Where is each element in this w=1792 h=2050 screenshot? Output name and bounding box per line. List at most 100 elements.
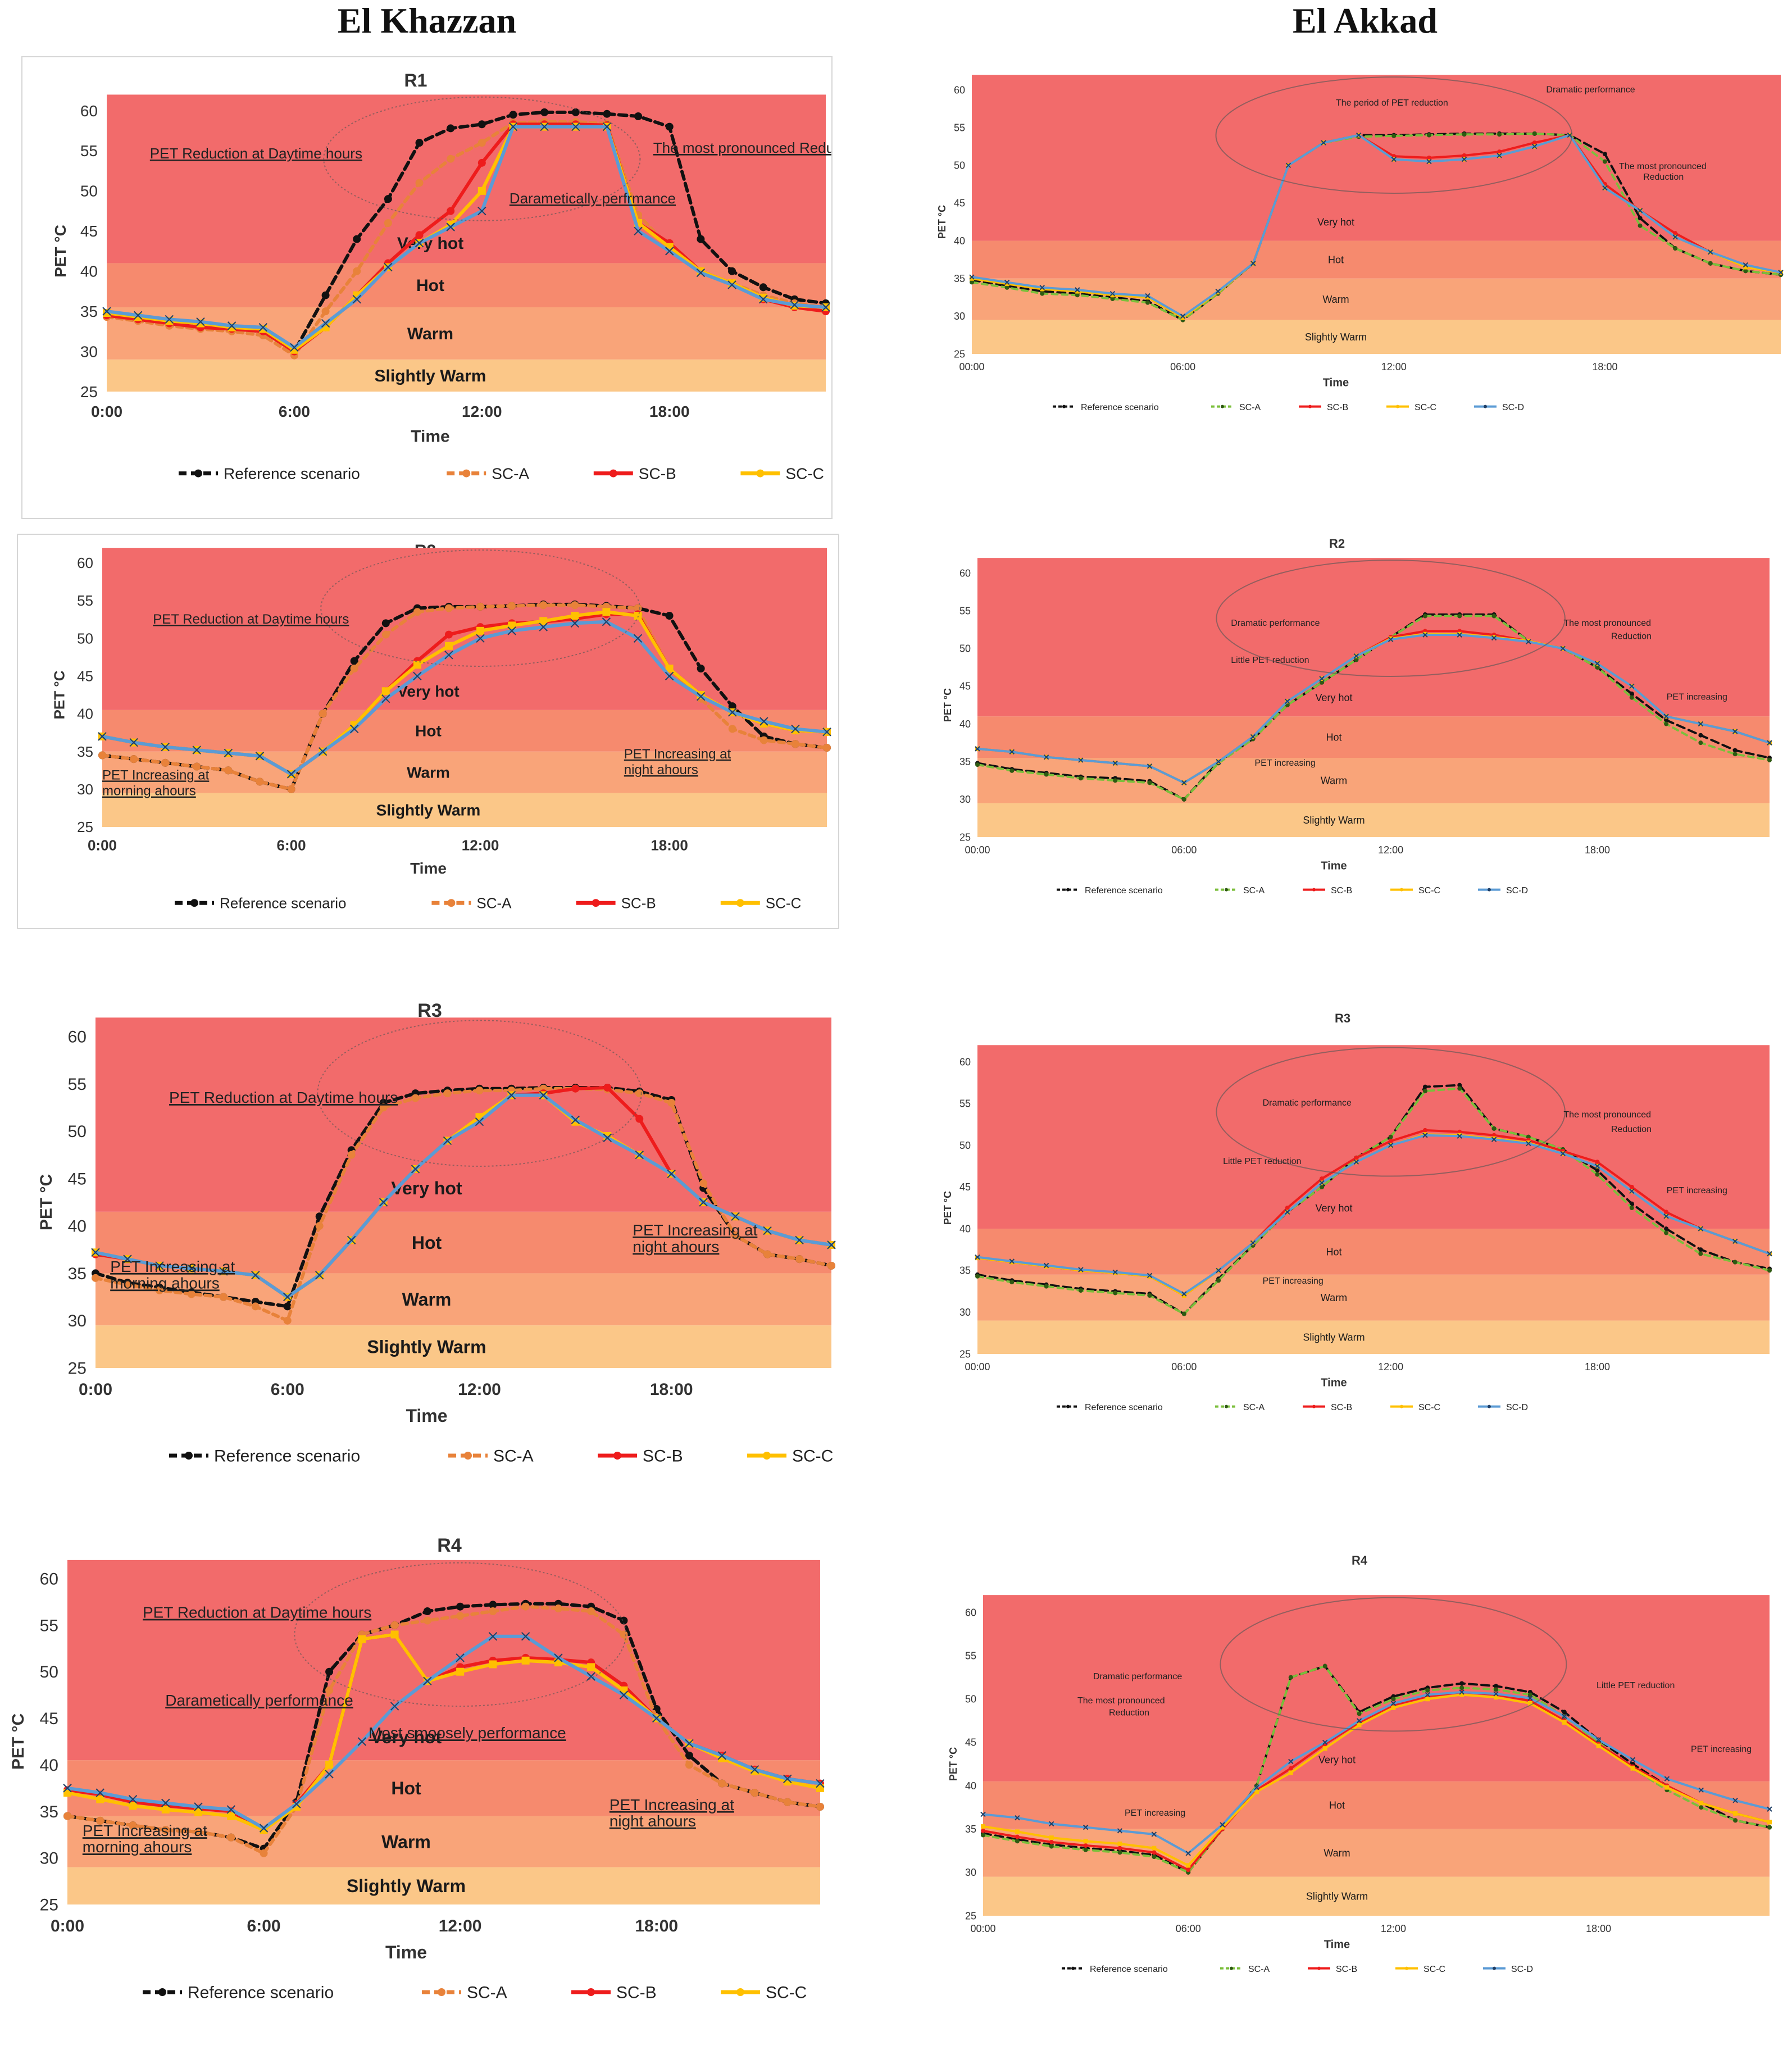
data-point xyxy=(667,1099,676,1107)
data-point xyxy=(728,267,736,275)
legend-label: Reference scenario xyxy=(214,1447,360,1466)
chart-title: R1 xyxy=(404,70,427,90)
y-tick-label: 40 xyxy=(959,1223,971,1234)
zone-very-hot xyxy=(102,548,827,710)
x-tick-label: 0:00 xyxy=(88,837,117,854)
y-tick-label: 60 xyxy=(965,1607,976,1618)
y-tick-label: 30 xyxy=(68,1312,87,1330)
data-point xyxy=(1113,778,1118,783)
x-axis-label: Time xyxy=(385,1942,427,1962)
series-line-sc-d xyxy=(976,1134,1771,1296)
data-point xyxy=(1110,296,1115,301)
x-tick-label: 12:00 xyxy=(1381,361,1407,372)
annotation-label: The most pronounced Reduction xyxy=(653,139,831,156)
data-point xyxy=(731,1212,740,1221)
series-line-sc-d xyxy=(976,634,1771,784)
data-point xyxy=(92,1274,99,1282)
data-point xyxy=(521,1656,530,1665)
data-point xyxy=(759,736,768,744)
data-point xyxy=(1698,721,1704,727)
x-tick-label: 18:00 xyxy=(1585,1361,1610,1372)
data-point xyxy=(795,1255,804,1263)
y-tick-label: 25 xyxy=(965,1910,976,1921)
legend-label: SC-A xyxy=(492,465,529,482)
annotation-label: night ahours xyxy=(624,762,698,778)
zone-label-hot: Hot xyxy=(391,1778,421,1798)
y-tick-label: 45 xyxy=(77,668,93,685)
zone-very-hot xyxy=(107,94,826,263)
x-axis-label: Time xyxy=(1323,377,1349,389)
series-line-sc-a xyxy=(971,132,1782,321)
data-point xyxy=(816,1784,824,1792)
data-point xyxy=(1778,270,1784,275)
y-tick-label: 55 xyxy=(965,1650,976,1661)
data-point xyxy=(1733,1818,1738,1823)
data-point xyxy=(1629,1201,1634,1206)
data-point xyxy=(1078,1267,1084,1272)
data-point xyxy=(1320,1184,1325,1189)
data-point xyxy=(187,1264,196,1273)
legend-label: SC-B xyxy=(621,894,656,911)
data-point xyxy=(161,758,170,767)
y-tick-label: 55 xyxy=(959,605,971,616)
legend-marker xyxy=(592,899,600,907)
legend-marker xyxy=(1066,888,1070,892)
annotation-label: Little PET reduction xyxy=(1223,1157,1301,1166)
data-point xyxy=(1319,1180,1325,1186)
data-point xyxy=(353,235,361,243)
data-point xyxy=(731,1231,740,1239)
zone-hot xyxy=(107,263,826,307)
data-point xyxy=(446,222,455,231)
data-point xyxy=(1672,234,1678,240)
data-point xyxy=(1595,1737,1602,1743)
legend-label: SC-D xyxy=(1506,886,1528,896)
zone-very-hot xyxy=(977,1045,1770,1229)
legend-marker xyxy=(1230,1966,1233,1970)
data-point xyxy=(1698,733,1703,738)
data-point xyxy=(415,239,424,248)
data-point xyxy=(91,1248,100,1257)
legend-label: SC-B xyxy=(1331,1403,1352,1412)
data-point xyxy=(1491,613,1497,619)
data-point xyxy=(727,280,736,289)
data-point xyxy=(571,122,580,131)
data-point xyxy=(1497,153,1502,158)
data-point xyxy=(1767,1825,1772,1830)
data-point xyxy=(1288,1675,1293,1680)
data-point xyxy=(603,1084,612,1092)
chart-title: R4 xyxy=(437,1535,462,1556)
x-tick-label: 6:00 xyxy=(271,1380,304,1399)
y-tick-label: 45 xyxy=(68,1170,87,1188)
data-point xyxy=(1049,1835,1054,1840)
data-point xyxy=(1250,261,1256,266)
data-point xyxy=(1083,1843,1088,1848)
data-point xyxy=(1596,1743,1601,1748)
x-tick-label: 12:00 xyxy=(462,403,502,420)
zone-label-warm: Warm xyxy=(407,763,450,781)
data-point xyxy=(1562,1713,1567,1719)
legend-marker xyxy=(736,899,744,907)
x-tick-label: 00:00 xyxy=(959,361,984,372)
y-axis-label: PET °C xyxy=(51,670,67,719)
annotation-label: PET Reduction at Daytime hours xyxy=(153,612,349,627)
data-point xyxy=(477,158,486,167)
y-tick-label: 45 xyxy=(959,1181,971,1193)
zone-very-hot xyxy=(983,1595,1770,1781)
data-point xyxy=(1461,156,1467,162)
data-point xyxy=(1595,1160,1600,1165)
zone-label-hot: Hot xyxy=(415,722,442,740)
data-point xyxy=(224,766,233,775)
legend-label: SC-B xyxy=(616,1984,657,2002)
data-point xyxy=(1457,632,1462,638)
data-point xyxy=(970,280,974,285)
y-tick-label: 30 xyxy=(959,1307,971,1318)
data-point xyxy=(379,1103,388,1112)
zone-label-very-hot: Very hot xyxy=(397,683,459,700)
zone-warm xyxy=(983,1829,1770,1877)
data-point xyxy=(196,317,205,326)
legend-marker xyxy=(613,1452,621,1460)
data-point xyxy=(1181,1293,1186,1298)
zone-hot xyxy=(977,716,1770,758)
y-axis-label: PET °C xyxy=(942,1191,953,1225)
